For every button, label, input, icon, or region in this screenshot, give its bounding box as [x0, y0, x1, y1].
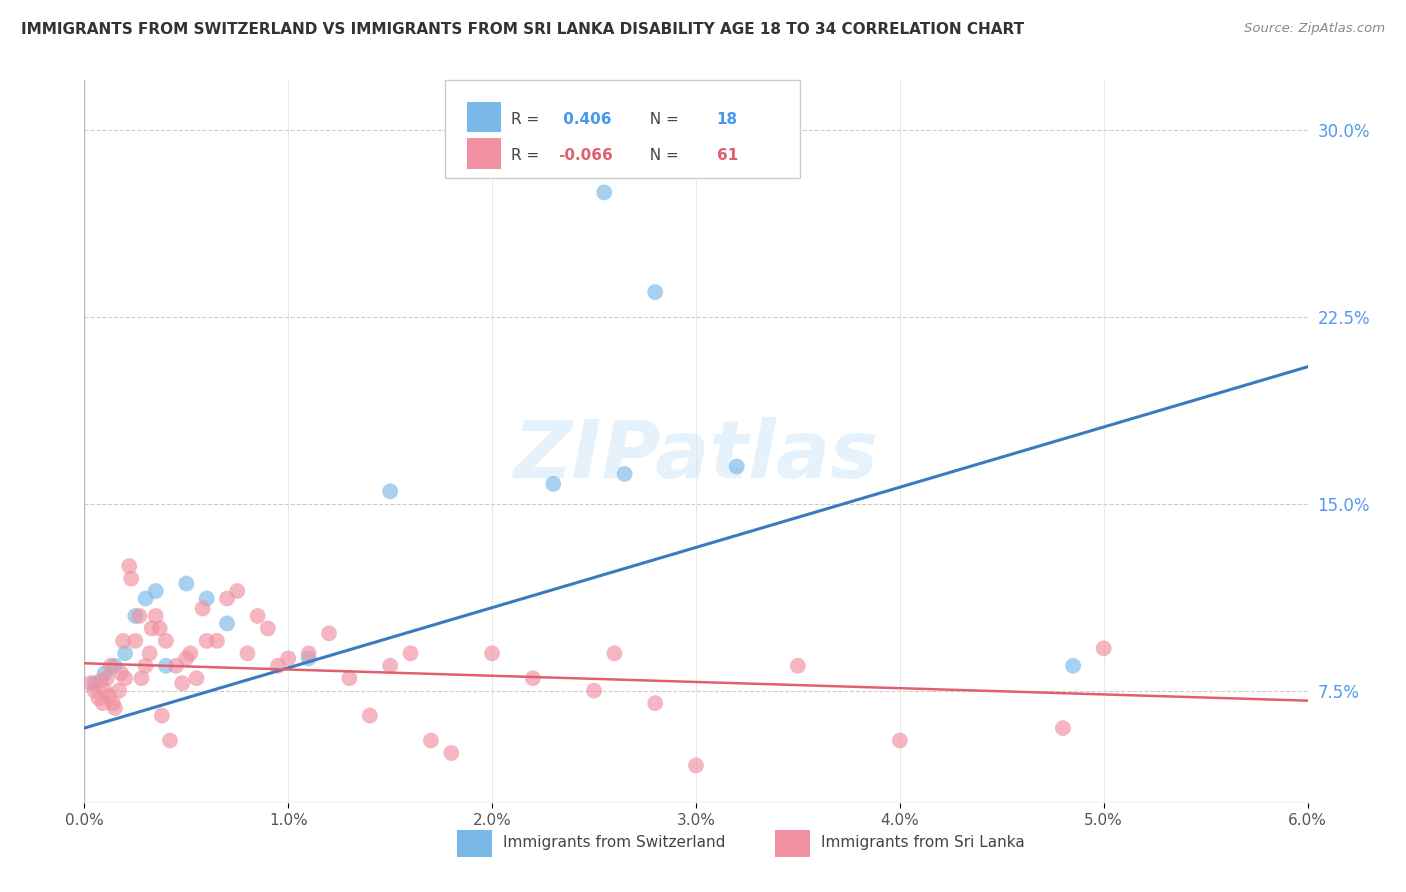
Point	[155, 658, 177, 673]
Point	[79, 676, 101, 690]
Point	[100, 658, 122, 673]
Point	[97, 689, 120, 703]
Point	[257, 621, 280, 635]
Text: 61: 61	[717, 148, 738, 163]
Point	[104, 701, 127, 715]
Point	[246, 609, 269, 624]
Point	[217, 616, 239, 631]
Point	[90, 673, 112, 688]
Point	[150, 708, 173, 723]
Point	[217, 591, 239, 606]
Point	[339, 671, 361, 685]
Point	[267, 658, 290, 673]
Point	[380, 658, 402, 673]
FancyBboxPatch shape	[776, 830, 810, 857]
Point	[174, 651, 197, 665]
Point	[172, 676, 194, 690]
FancyBboxPatch shape	[446, 80, 800, 178]
Point	[179, 646, 201, 660]
Point	[186, 671, 208, 685]
Point	[644, 285, 666, 299]
Text: R =: R =	[512, 112, 544, 127]
Point	[226, 584, 249, 599]
Point	[112, 633, 135, 648]
Point	[440, 746, 463, 760]
Point	[174, 576, 197, 591]
Text: N =: N =	[640, 112, 683, 127]
Point	[108, 683, 131, 698]
Point	[83, 683, 105, 698]
Point	[149, 621, 172, 635]
Point	[481, 646, 503, 660]
Point	[83, 676, 105, 690]
Point	[195, 633, 218, 648]
Point	[93, 683, 115, 698]
Point	[277, 651, 299, 665]
Point	[420, 733, 443, 747]
Point	[96, 671, 118, 685]
Point	[603, 646, 626, 660]
Point	[522, 671, 544, 685]
Point	[131, 671, 153, 685]
FancyBboxPatch shape	[467, 138, 502, 169]
Point	[1092, 641, 1115, 656]
Point	[1062, 658, 1084, 673]
Point	[138, 646, 160, 660]
Text: Immigrants from Switzerland: Immigrants from Switzerland	[503, 835, 725, 850]
Point	[91, 696, 114, 710]
Point	[118, 559, 141, 574]
Point	[145, 609, 167, 624]
Point	[725, 459, 748, 474]
Point	[165, 658, 187, 673]
Point	[87, 691, 110, 706]
Text: N =: N =	[640, 148, 683, 163]
Point	[593, 186, 616, 200]
Point	[359, 708, 381, 723]
Point	[685, 758, 707, 772]
Point	[101, 696, 124, 710]
Point	[145, 584, 167, 599]
Point	[889, 733, 911, 747]
Point	[114, 671, 136, 685]
Text: IMMIGRANTS FROM SWITZERLAND VS IMMIGRANTS FROM SRI LANKA DISABILITY AGE 18 TO 34: IMMIGRANTS FROM SWITZERLAND VS IMMIGRANT…	[21, 22, 1024, 37]
Point	[114, 646, 136, 660]
Point	[191, 601, 214, 615]
Point	[298, 651, 321, 665]
Point	[1052, 721, 1074, 735]
Point	[159, 733, 181, 747]
Text: ZIPatlas: ZIPatlas	[513, 417, 879, 495]
Point	[399, 646, 422, 660]
Text: Immigrants from Sri Lanka: Immigrants from Sri Lanka	[821, 835, 1025, 850]
Point	[318, 626, 340, 640]
Point	[110, 666, 132, 681]
FancyBboxPatch shape	[467, 102, 502, 132]
Point	[543, 476, 565, 491]
Point	[135, 658, 157, 673]
Point	[205, 633, 228, 648]
Point	[128, 609, 150, 624]
Point	[583, 683, 606, 698]
Point	[124, 609, 146, 624]
Point	[644, 696, 666, 710]
Point	[124, 633, 146, 648]
Point	[236, 646, 259, 660]
Point	[787, 658, 810, 673]
Text: Source: ZipAtlas.com: Source: ZipAtlas.com	[1244, 22, 1385, 36]
Point	[104, 658, 127, 673]
Point	[120, 572, 142, 586]
Point	[141, 621, 163, 635]
Point	[613, 467, 636, 481]
Point	[298, 646, 321, 660]
Point	[93, 666, 115, 681]
Point	[380, 484, 402, 499]
Text: 18: 18	[717, 112, 738, 127]
Text: 0.406: 0.406	[558, 112, 612, 127]
Point	[195, 591, 218, 606]
FancyBboxPatch shape	[457, 830, 492, 857]
Text: R =: R =	[512, 148, 544, 163]
Text: -0.066: -0.066	[558, 148, 613, 163]
Point	[135, 591, 157, 606]
Point	[155, 633, 177, 648]
